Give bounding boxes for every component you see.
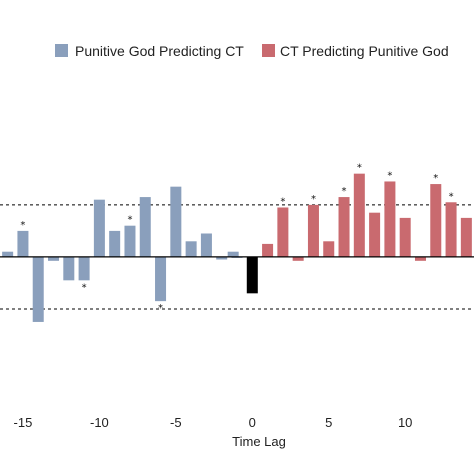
bar-lag--15	[17, 230, 29, 257]
bar-lag-2	[277, 207, 289, 257]
significance-star-lag-2: *	[280, 196, 285, 207]
threshold-lines	[0, 204, 474, 310]
bar-lag-7	[353, 173, 365, 257]
bar-lag-4	[307, 204, 319, 257]
bar-lag--11	[78, 256, 90, 281]
significance-star-lag-7: *	[357, 163, 362, 174]
legend-swatch-punitive-god	[55, 44, 68, 57]
x-tick-label--10: -10	[90, 415, 109, 430]
legend: Punitive God Predicting CT CT Predicting…	[55, 43, 449, 59]
bar-lag-14	[460, 217, 472, 257]
bar-lag-5	[323, 241, 335, 257]
bar-lag-11	[414, 256, 426, 261]
significance-star-lag-13: *	[449, 191, 454, 202]
bar-lag--13	[48, 256, 60, 261]
bar-lag-3	[292, 256, 304, 261]
significance-star-lag--15: *	[20, 220, 25, 231]
significance-star-lag-6: *	[342, 186, 347, 197]
bar-lag--14	[32, 256, 44, 322]
x-ticks: -15 -10 -5 0 5 10	[14, 415, 413, 430]
significance-star-lag-12: *	[433, 173, 438, 184]
bar-lag-8	[369, 212, 381, 257]
bar-lag--5	[170, 186, 182, 257]
bar-lag-0	[246, 256, 258, 294]
significance-star-lag--11: *	[82, 282, 87, 293]
significance-stars: * * * * * * * * * * *	[20, 163, 453, 314]
bar-lag-13	[445, 202, 457, 257]
bar-lag-1	[262, 243, 274, 257]
bar-lag-9	[384, 181, 396, 257]
bar-lag-6	[338, 197, 350, 257]
x-tick-label--5: -5	[170, 415, 182, 430]
bar-lag-10	[399, 217, 411, 257]
legend-label-ct: CT Predicting Punitive God	[280, 43, 449, 59]
x-tick-label-5: 5	[325, 415, 332, 430]
bar-lag--3	[200, 233, 212, 257]
bar-lag--6	[155, 256, 167, 302]
bar-lag--8	[124, 225, 136, 257]
significance-star-lag-4: *	[311, 194, 316, 205]
bar-lag--4	[185, 241, 197, 257]
bar-lag--2	[216, 256, 228, 260]
bars	[2, 173, 472, 322]
bar-extra-0	[227, 251, 239, 257]
legend-swatch-ct	[262, 44, 275, 57]
x-axis-label: Time Lag	[232, 434, 286, 449]
bar-lag--16	[2, 251, 14, 257]
bar-lag--9	[109, 230, 121, 257]
significance-star-lag--6: *	[158, 303, 163, 314]
legend-label-punitive-god: Punitive God Predicting CT	[75, 43, 244, 59]
bar-lag-12	[430, 184, 442, 257]
bar-lag--10	[93, 199, 105, 257]
x-tick-label--15: -15	[14, 415, 33, 430]
x-tick-label-10: 10	[398, 415, 412, 430]
bar-lag--7	[139, 197, 151, 257]
significance-star-lag--8: *	[127, 215, 132, 226]
bar-lag--12	[63, 256, 75, 281]
x-tick-label-0: 0	[249, 415, 256, 430]
significance-star-lag-9: *	[387, 170, 392, 181]
